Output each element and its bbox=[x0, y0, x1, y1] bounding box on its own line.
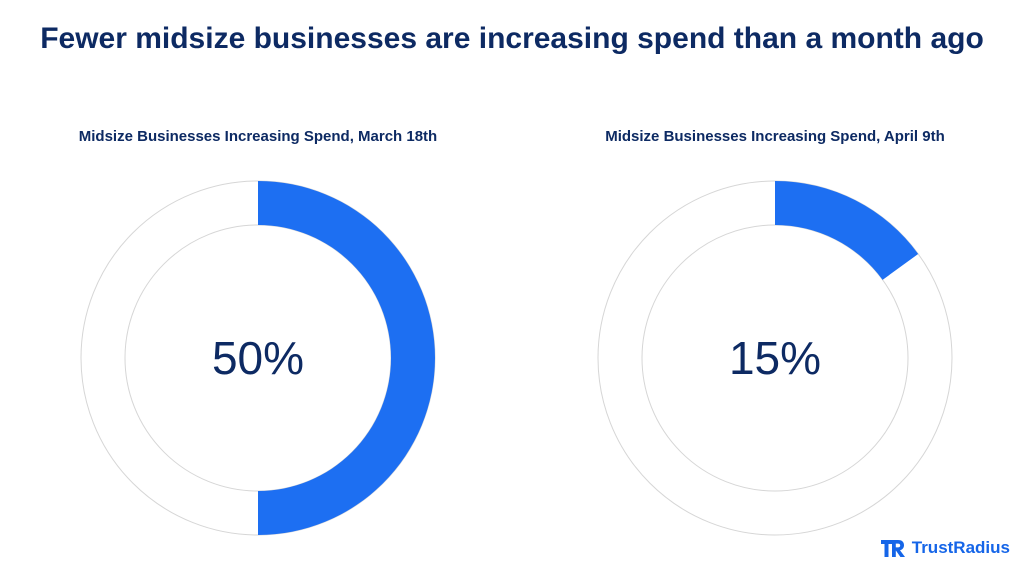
page-title: Fewer midsize businesses are increasing … bbox=[40, 22, 984, 55]
donut-svg bbox=[80, 180, 436, 536]
donut-svg bbox=[597, 180, 953, 536]
donut-segment-value bbox=[258, 181, 435, 535]
donut-chart-april: Midsize Businesses Increasing Spend, Apr… bbox=[565, 128, 985, 548]
brand-logo: TrustRadius bbox=[880, 537, 1010, 559]
donut-ring-outline bbox=[641, 224, 909, 492]
donut-wrapper: 15% bbox=[595, 178, 955, 538]
brand-name: TrustRadius bbox=[911, 538, 1010, 557]
donut-chart-march: Midsize Businesses Increasing Spend, Mar… bbox=[48, 128, 468, 548]
trustradius-logo-icon bbox=[880, 540, 905, 557]
donut-ring-outline bbox=[124, 224, 392, 492]
donut-segment-value bbox=[775, 181, 919, 280]
donut-wrapper: 50% bbox=[78, 178, 438, 538]
chart-title: Midsize Businesses Increasing Spend, Apr… bbox=[605, 128, 945, 145]
chart-title: Midsize Businesses Increasing Spend, Mar… bbox=[78, 128, 438, 145]
